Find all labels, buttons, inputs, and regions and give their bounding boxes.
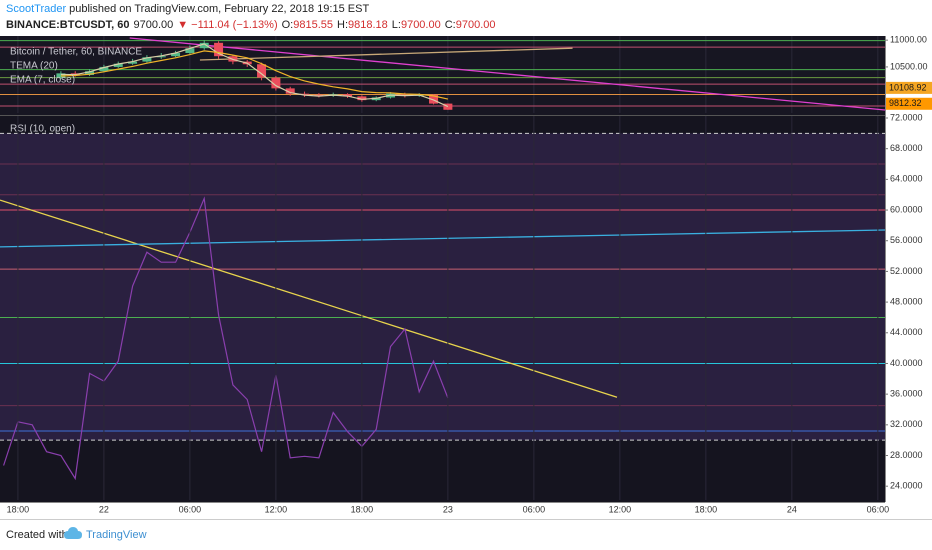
y-tick-label: 32.0000 xyxy=(890,419,923,429)
price-panel-bg xyxy=(0,36,885,115)
candle-body xyxy=(300,93,310,95)
y-tick-label: 24.0000 xyxy=(890,481,923,491)
y-tick-label: 11000.00 xyxy=(890,35,927,45)
change: ▼ −111.04 (−1.13%) xyxy=(177,19,277,31)
trend-line xyxy=(129,37,886,111)
trend-line xyxy=(0,229,886,248)
candle-body xyxy=(113,63,123,67)
y-tick-label: 52.0000 xyxy=(890,266,923,276)
candle-body xyxy=(443,103,453,110)
trend-line xyxy=(199,47,573,61)
footer: Created with TradingView xyxy=(6,527,147,541)
x-tick-label: 18:00 xyxy=(351,504,374,514)
x-tick-label: 18:00 xyxy=(695,504,718,514)
legend-entry: Bitcoin / Tether, 60, BINANCE xyxy=(10,47,142,58)
candle-body xyxy=(271,77,281,89)
candle-body xyxy=(429,94,439,104)
trend-line xyxy=(0,199,618,398)
x-tick-label: 24 xyxy=(787,504,797,514)
y-tick-label: 28.0000 xyxy=(890,450,923,460)
logo xyxy=(64,527,82,539)
y-tick-label: 40.0000 xyxy=(890,358,923,368)
y-tick-label: 72.0000 xyxy=(890,112,923,122)
candle-body xyxy=(285,88,295,94)
ohlc-label: H: xyxy=(337,19,348,31)
candle-body xyxy=(85,71,95,75)
candle-body xyxy=(343,94,353,97)
ohlc-value: 9818.18 xyxy=(348,19,388,31)
legend-entry: EMA (7, close) xyxy=(10,75,75,86)
candle-body xyxy=(314,94,324,96)
x-tick-label: 22 xyxy=(99,504,109,514)
author[interactable]: ScootTrader xyxy=(6,3,66,15)
candle-body xyxy=(257,64,267,78)
y-tick-label: 10500.00 xyxy=(890,61,928,71)
band xyxy=(0,133,885,441)
x-tick-label: 12:00 xyxy=(265,504,288,514)
footer-brand[interactable]: TradingView xyxy=(86,529,147,541)
y-tick-label: 44.0000 xyxy=(890,327,923,337)
plot: RSI (10, open) Bitcoin / Tether, 60, BINA… xyxy=(0,35,932,520)
y-tick-label: 56.0000 xyxy=(890,235,923,245)
price-label: 9812.32 xyxy=(889,98,922,108)
x-tick-label: 06:00 xyxy=(179,504,202,514)
price-axis xyxy=(885,36,932,502)
price-label-box xyxy=(886,81,932,94)
ohlc-label: L: xyxy=(392,19,401,31)
candle-body xyxy=(142,57,152,62)
header-line-2: BINANCE:BTCUSDT, 60 9700.00 ▼ −111.04 (−1.… xyxy=(6,19,495,31)
ohlc-value: 9700.00 xyxy=(456,19,496,31)
last-price: 9700.00 xyxy=(133,19,173,31)
series-line xyxy=(60,43,449,108)
y-tick-label: 60.0000 xyxy=(890,204,923,214)
x-tick-label: 23 xyxy=(443,504,453,514)
candle-body xyxy=(357,96,367,101)
legend-entry: TEMA (20) xyxy=(10,61,58,72)
legend-entry: RSI (10, open) xyxy=(10,124,75,135)
y-tick-label: 36.0000 xyxy=(890,389,923,399)
x-tick-label: 06:00 xyxy=(867,504,890,514)
candle-body xyxy=(99,66,109,72)
x-tick-label: 18:00 xyxy=(7,504,30,514)
price-label-box xyxy=(886,97,932,110)
price-label: 10108.92 xyxy=(889,82,927,92)
ohlc-label: C: xyxy=(445,19,456,31)
ohlc-value: 9700.00 xyxy=(401,19,441,31)
candle-body xyxy=(214,42,224,57)
series-line xyxy=(60,50,449,100)
candle-body xyxy=(128,61,138,64)
y-tick-label: 68.0000 xyxy=(890,143,923,153)
x-tick-label: 12:00 xyxy=(609,504,632,514)
header-line-1: ScootTrader published on TradingView.com,… xyxy=(6,3,369,15)
candle-body xyxy=(185,48,195,53)
candle-body xyxy=(400,93,410,96)
candle-body xyxy=(156,56,166,58)
candle-body xyxy=(199,42,209,49)
x-tick-label: 06:00 xyxy=(523,504,546,514)
published: published on TradingView.com, February 2… xyxy=(69,3,369,15)
y-tick-label: 64.0000 xyxy=(890,174,923,184)
ohlc-label: O: xyxy=(282,19,294,31)
ohlc-value: 9815.55 xyxy=(293,19,333,31)
time-axis xyxy=(0,502,932,518)
symbol: BINANCE:BTCUSDT, 60 xyxy=(6,19,129,31)
y-tick-label: 48.0000 xyxy=(890,296,923,306)
footer-created: Created with xyxy=(6,529,68,541)
series-line xyxy=(3,196,449,481)
candle-body xyxy=(171,53,181,57)
